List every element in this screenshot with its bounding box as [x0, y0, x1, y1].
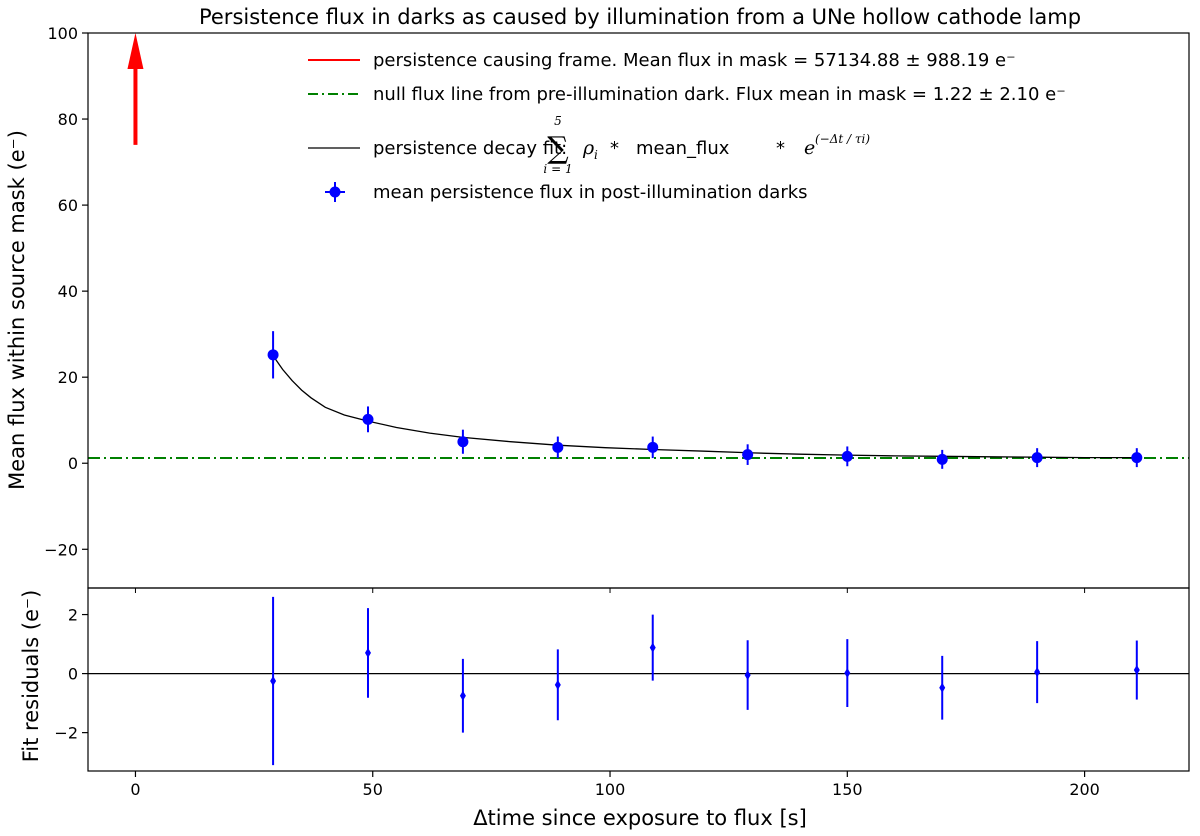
residuals-panel: −2 0 2 0 50 100 150 200	[54, 587, 1190, 799]
res-y-tick-label: 2	[68, 606, 78, 625]
residual-data-point	[939, 682, 946, 693]
x-tick-label: 150	[832, 780, 863, 799]
formula-sum-symbol: ∑	[547, 131, 569, 166]
main-panel: −20 0 20 40 60 80 100	[44, 24, 1190, 593]
flux-data-point	[841, 450, 853, 462]
residual-data-point	[1034, 667, 1041, 678]
legend-entry-persistence-frame: persistence causing frame. Mean flux in …	[373, 50, 1016, 71]
formula-e: e	[804, 137, 815, 159]
residual-data-point	[1133, 665, 1140, 676]
res-y-tick-label: −2	[54, 724, 78, 743]
flux-data-point	[1131, 452, 1143, 464]
main-y-tick-label: 40	[58, 282, 78, 301]
main-plot-frame	[87, 32, 1190, 589]
residual-data-point	[270, 675, 277, 686]
flux-data-point	[1031, 452, 1043, 464]
residuals-plot-frame	[87, 587, 1190, 772]
flux-data-point	[457, 436, 469, 448]
formula-times-1: *	[610, 138, 619, 159]
flux-data-point	[267, 349, 279, 361]
formula-exponent: (−Δt / τi)	[815, 132, 870, 146]
formula-rho: ρ	[582, 137, 595, 159]
formula-sum-upper: 5	[554, 114, 562, 128]
main-y-tick-label: 20	[58, 368, 78, 387]
x-tick-label: 200	[1069, 780, 1100, 799]
x-tick-label: 50	[363, 780, 383, 799]
flux-data-point	[742, 449, 754, 461]
formula-sum-lower: i = 1	[543, 162, 572, 176]
formula-mean-flux: mean_flux	[636, 138, 730, 159]
flux-data-point	[362, 413, 374, 425]
x-tick-label: 100	[595, 780, 626, 799]
legend-formula: 5 ∑ i = 1 ρ i * mean_flux * e (−Δt / τi)	[543, 114, 870, 176]
legend-entry-null-flux: null flux line from pre-illumination dar…	[373, 84, 1066, 105]
formula-rho-sub: i	[594, 148, 598, 162]
legend-entry-post-illumination: mean persistence flux in post-illuminati…	[373, 182, 808, 203]
flux-data-point	[552, 441, 564, 453]
residuals-y-axis-title: Fit residuals (e⁻)	[19, 590, 43, 763]
chart-title: Persistence flux in darks as caused by i…	[199, 5, 1081, 29]
main-y-tick-label: −20	[44, 540, 78, 559]
main-y-tick-label: 100	[47, 24, 78, 43]
flux-data-point	[647, 441, 659, 453]
residual-data-point	[554, 679, 561, 690]
main-y-tick-label: 0	[68, 454, 78, 473]
main-y-tick-label: 80	[58, 110, 78, 129]
residual-data-point	[364, 647, 371, 658]
legend-entry-decay-fit: persistence decay fit:	[373, 138, 567, 159]
flux-data-point	[936, 453, 948, 465]
x-tick-label: 0	[130, 780, 140, 799]
residual-data-point	[744, 670, 751, 681]
residual-data-point	[459, 690, 466, 701]
formula-times-2: *	[776, 138, 785, 159]
res-y-tick-label: 0	[68, 665, 78, 684]
decay-fit-curve	[272, 355, 1137, 459]
main-y-axis-title: Mean flux within source mask (e⁻)	[5, 130, 29, 490]
persistence-frame-arrow-head	[127, 33, 144, 69]
residual-data-point	[649, 642, 656, 653]
x-axis-title: Δtime since exposure to flux [s]	[473, 806, 807, 830]
legend-swatch-marker	[329, 186, 341, 198]
main-y-tick-label: 60	[58, 196, 78, 215]
legend: persistence causing frame. Mean flux in …	[308, 50, 1066, 203]
residual-data-point	[844, 668, 851, 679]
